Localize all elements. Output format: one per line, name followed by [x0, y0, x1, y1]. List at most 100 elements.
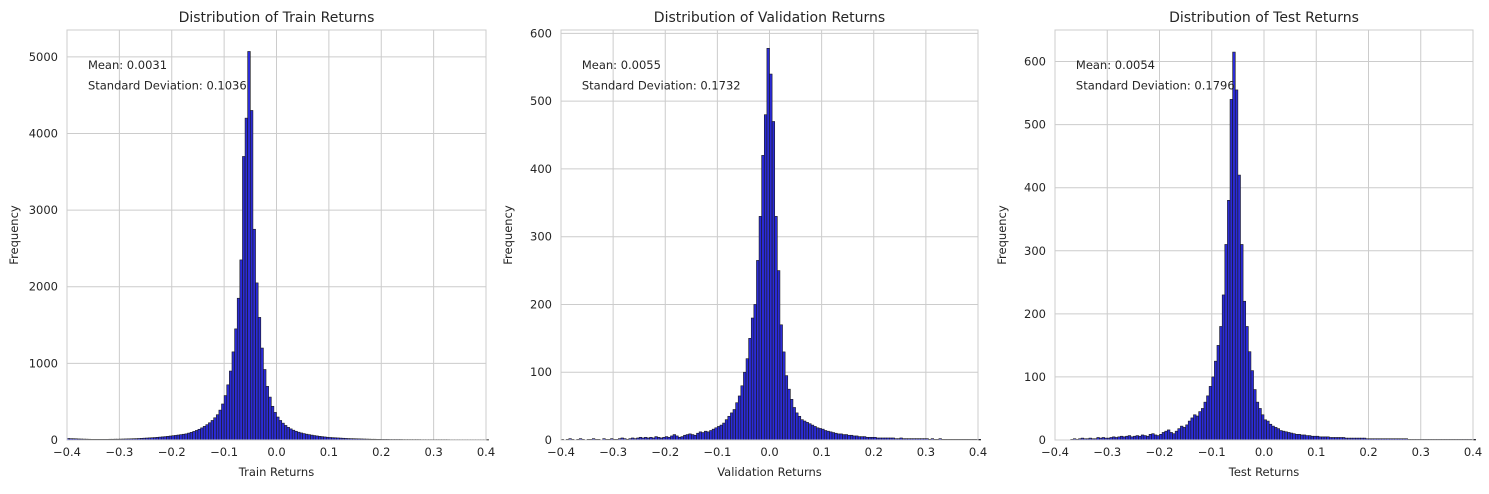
- histogram-bar: [187, 433, 190, 440]
- histogram-bar: [723, 423, 726, 440]
- histogram-bar: [195, 430, 198, 440]
- histogram-bar: [245, 118, 248, 440]
- histogram-bar: [707, 432, 710, 440]
- histogram-bar: [793, 407, 796, 440]
- std-annotation: Standard Deviation: 0.1036: [88, 78, 247, 92]
- histogram-bar: [190, 432, 193, 440]
- mean-annotation: Mean: 0.0031: [88, 58, 167, 72]
- histogram-bar: [1175, 431, 1178, 440]
- y-tick-label: 3000: [29, 203, 58, 217]
- histogram-bar: [1306, 436, 1309, 440]
- y-tick-label: 1000: [29, 356, 58, 370]
- histogram-bar: [720, 425, 723, 440]
- x-tick-label: 0.0: [760, 445, 778, 459]
- histogram-bar: [743, 372, 746, 440]
- histogram-bar: [313, 436, 316, 440]
- histogram-bar: [738, 396, 741, 440]
- histogram-bar: [816, 428, 819, 440]
- histogram-bar: [848, 435, 851, 440]
- histogram-bar: [222, 404, 225, 440]
- histogram-bar: [683, 435, 686, 440]
- histogram-bar: [318, 436, 321, 440]
- histogram-bar: [835, 433, 838, 440]
- x-tick-label: −0.1: [210, 445, 238, 459]
- histogram-bar: [232, 352, 235, 440]
- histogram-bar: [1274, 427, 1277, 440]
- x-tick-label: 0.2: [1359, 445, 1377, 459]
- x-tick-label: 0.2: [865, 445, 883, 459]
- histogram-bar: [1230, 99, 1233, 440]
- histogram-bar: [777, 271, 780, 440]
- histogram-bar: [751, 318, 754, 440]
- histogram-bar: [1128, 436, 1131, 440]
- histogram-bar: [263, 369, 266, 440]
- histogram-bar: [1298, 434, 1301, 440]
- histogram-bar: [1196, 416, 1199, 440]
- chart-title: Distribution of Test Returns: [1169, 10, 1359, 26]
- y-tick-label: 200: [530, 297, 552, 311]
- histogram-bar: [201, 428, 204, 440]
- histogram-bar: [756, 260, 759, 440]
- histogram-bar: [164, 437, 167, 440]
- histogram-bar: [1301, 435, 1304, 440]
- histogram-bar: [242, 156, 245, 440]
- y-tick-label: 300: [1024, 244, 1046, 258]
- std-annotation: Standard Deviation: 0.1796: [1076, 78, 1235, 92]
- histogram-bar: [180, 435, 183, 440]
- histogram-bar: [1233, 52, 1236, 440]
- histogram-bar: [208, 423, 211, 440]
- y-tick-label: 0: [545, 433, 552, 447]
- histogram-bar: [842, 435, 845, 440]
- histogram-bar: [712, 429, 715, 440]
- mean-annotation: Mean: 0.0054: [1076, 58, 1155, 72]
- histogram-bar: [1136, 436, 1139, 440]
- histogram-bar: [733, 410, 736, 440]
- histogram-bar: [216, 415, 219, 440]
- histogram-bar: [1191, 418, 1194, 440]
- histogram-bar: [1204, 402, 1207, 440]
- histogram-bar: [689, 434, 692, 440]
- histogram-bar: [271, 406, 274, 440]
- histogram-bar: [214, 418, 217, 440]
- histogram-bar: [1217, 345, 1220, 440]
- histogram-bar: [297, 432, 300, 440]
- histogram-bar: [1133, 436, 1136, 440]
- x-tick-label: 0.2: [372, 445, 390, 459]
- histogram-bar: [1277, 429, 1280, 440]
- x-axis-label: Validation Returns: [717, 465, 822, 479]
- histogram-bar: [850, 435, 853, 440]
- histogram-bar: [198, 429, 201, 440]
- histogram-bar: [1308, 436, 1311, 440]
- histogram-bar: [1173, 434, 1176, 440]
- histogram-bar: [837, 434, 840, 440]
- x-tick-label: 0.4: [477, 445, 495, 459]
- histogram-bar: [829, 432, 832, 440]
- histogram-bar: [691, 435, 694, 440]
- x-tick-label: 0.1: [320, 445, 338, 459]
- histogram-bar: [1254, 390, 1257, 440]
- histogram-bar: [861, 437, 864, 440]
- histogram-bar: [827, 431, 830, 440]
- histogram-bar: [261, 348, 264, 440]
- histogram-bar: [277, 417, 280, 440]
- histogram-bar: [1238, 175, 1241, 440]
- x-axis-label: Test Returns: [1228, 465, 1299, 479]
- y-tick-label: 500: [1024, 118, 1046, 132]
- histogram-bar: [303, 434, 306, 440]
- histogram-bar: [1220, 326, 1223, 440]
- histogram-bar: [783, 352, 786, 440]
- histogram-bar: [749, 338, 752, 440]
- y-axis-label: Frequency: [995, 205, 1009, 265]
- histogram-bar: [224, 396, 227, 440]
- y-tick-label: 600: [1024, 55, 1046, 69]
- std-annotation: Standard Deviation: 0.1732: [582, 78, 741, 92]
- histogram-bar: [167, 436, 170, 440]
- histogram-bar: [1188, 421, 1191, 440]
- histogram-bar: [746, 359, 749, 440]
- histogram-bar: [1160, 434, 1163, 440]
- histogram-bar: [1316, 436, 1319, 440]
- histogram-bar: [292, 430, 295, 440]
- histogram-bar: [253, 229, 256, 440]
